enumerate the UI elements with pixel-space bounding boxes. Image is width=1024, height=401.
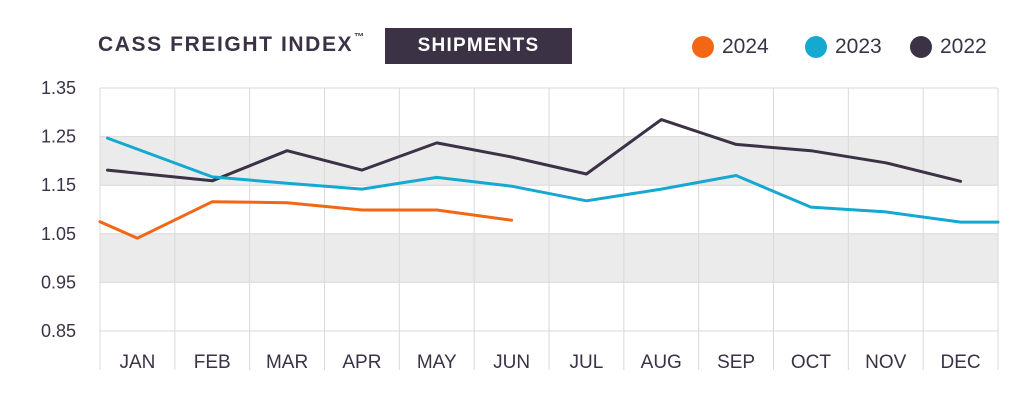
x-tick-label: NOV xyxy=(865,352,907,373)
legend-swatch-2022 xyxy=(910,36,932,58)
y-tick-label: 1.15 xyxy=(41,175,76,195)
legend-label-2023: 2023 xyxy=(835,35,882,58)
legend-item-2022: 2022 xyxy=(910,35,987,59)
series-line-2023 xyxy=(106,136,1000,224)
legend-label-2022: 2022 xyxy=(940,35,987,58)
trademark-symbol: ™ xyxy=(354,32,365,43)
shipments-badge: SHIPMENTS xyxy=(385,28,572,64)
x-tick-label: MAR xyxy=(266,352,308,373)
series-line-2024 xyxy=(98,200,514,240)
x-tick-label: FEB xyxy=(194,352,231,373)
y-tick-label: 1.35 xyxy=(41,78,76,98)
y-tick-label: 1.05 xyxy=(41,224,76,244)
x-tick-label: AUG xyxy=(641,352,682,373)
y-tick-label: 1.25 xyxy=(41,127,76,147)
legend-swatch-2024 xyxy=(692,36,714,58)
legend-swatch-2023 xyxy=(805,36,827,58)
x-tick-label: JUL xyxy=(570,352,604,373)
x-tick-label: SEP xyxy=(717,352,755,373)
x-tick-label: MAY xyxy=(417,352,457,373)
chart-title: CASS FREIGHT INDEX™ xyxy=(98,32,365,57)
legend-item-2023: 2023 xyxy=(805,35,882,59)
x-tick-label: APR xyxy=(342,352,381,373)
y-tick-label: 0.85 xyxy=(41,321,76,341)
series-line-2022 xyxy=(106,118,963,183)
x-tick-label: DEC xyxy=(941,352,981,373)
chart-title-text: CASS FREIGHT INDEX xyxy=(98,33,354,56)
legend-label-2024: 2024 xyxy=(722,35,769,58)
x-tick-label: JAN xyxy=(119,352,155,373)
x-tick-label: JUN xyxy=(493,352,530,373)
legend-item-2024: 2024 xyxy=(692,35,769,59)
x-tick-label: OCT xyxy=(791,352,832,373)
y-tick-label: 0.95 xyxy=(41,272,76,292)
